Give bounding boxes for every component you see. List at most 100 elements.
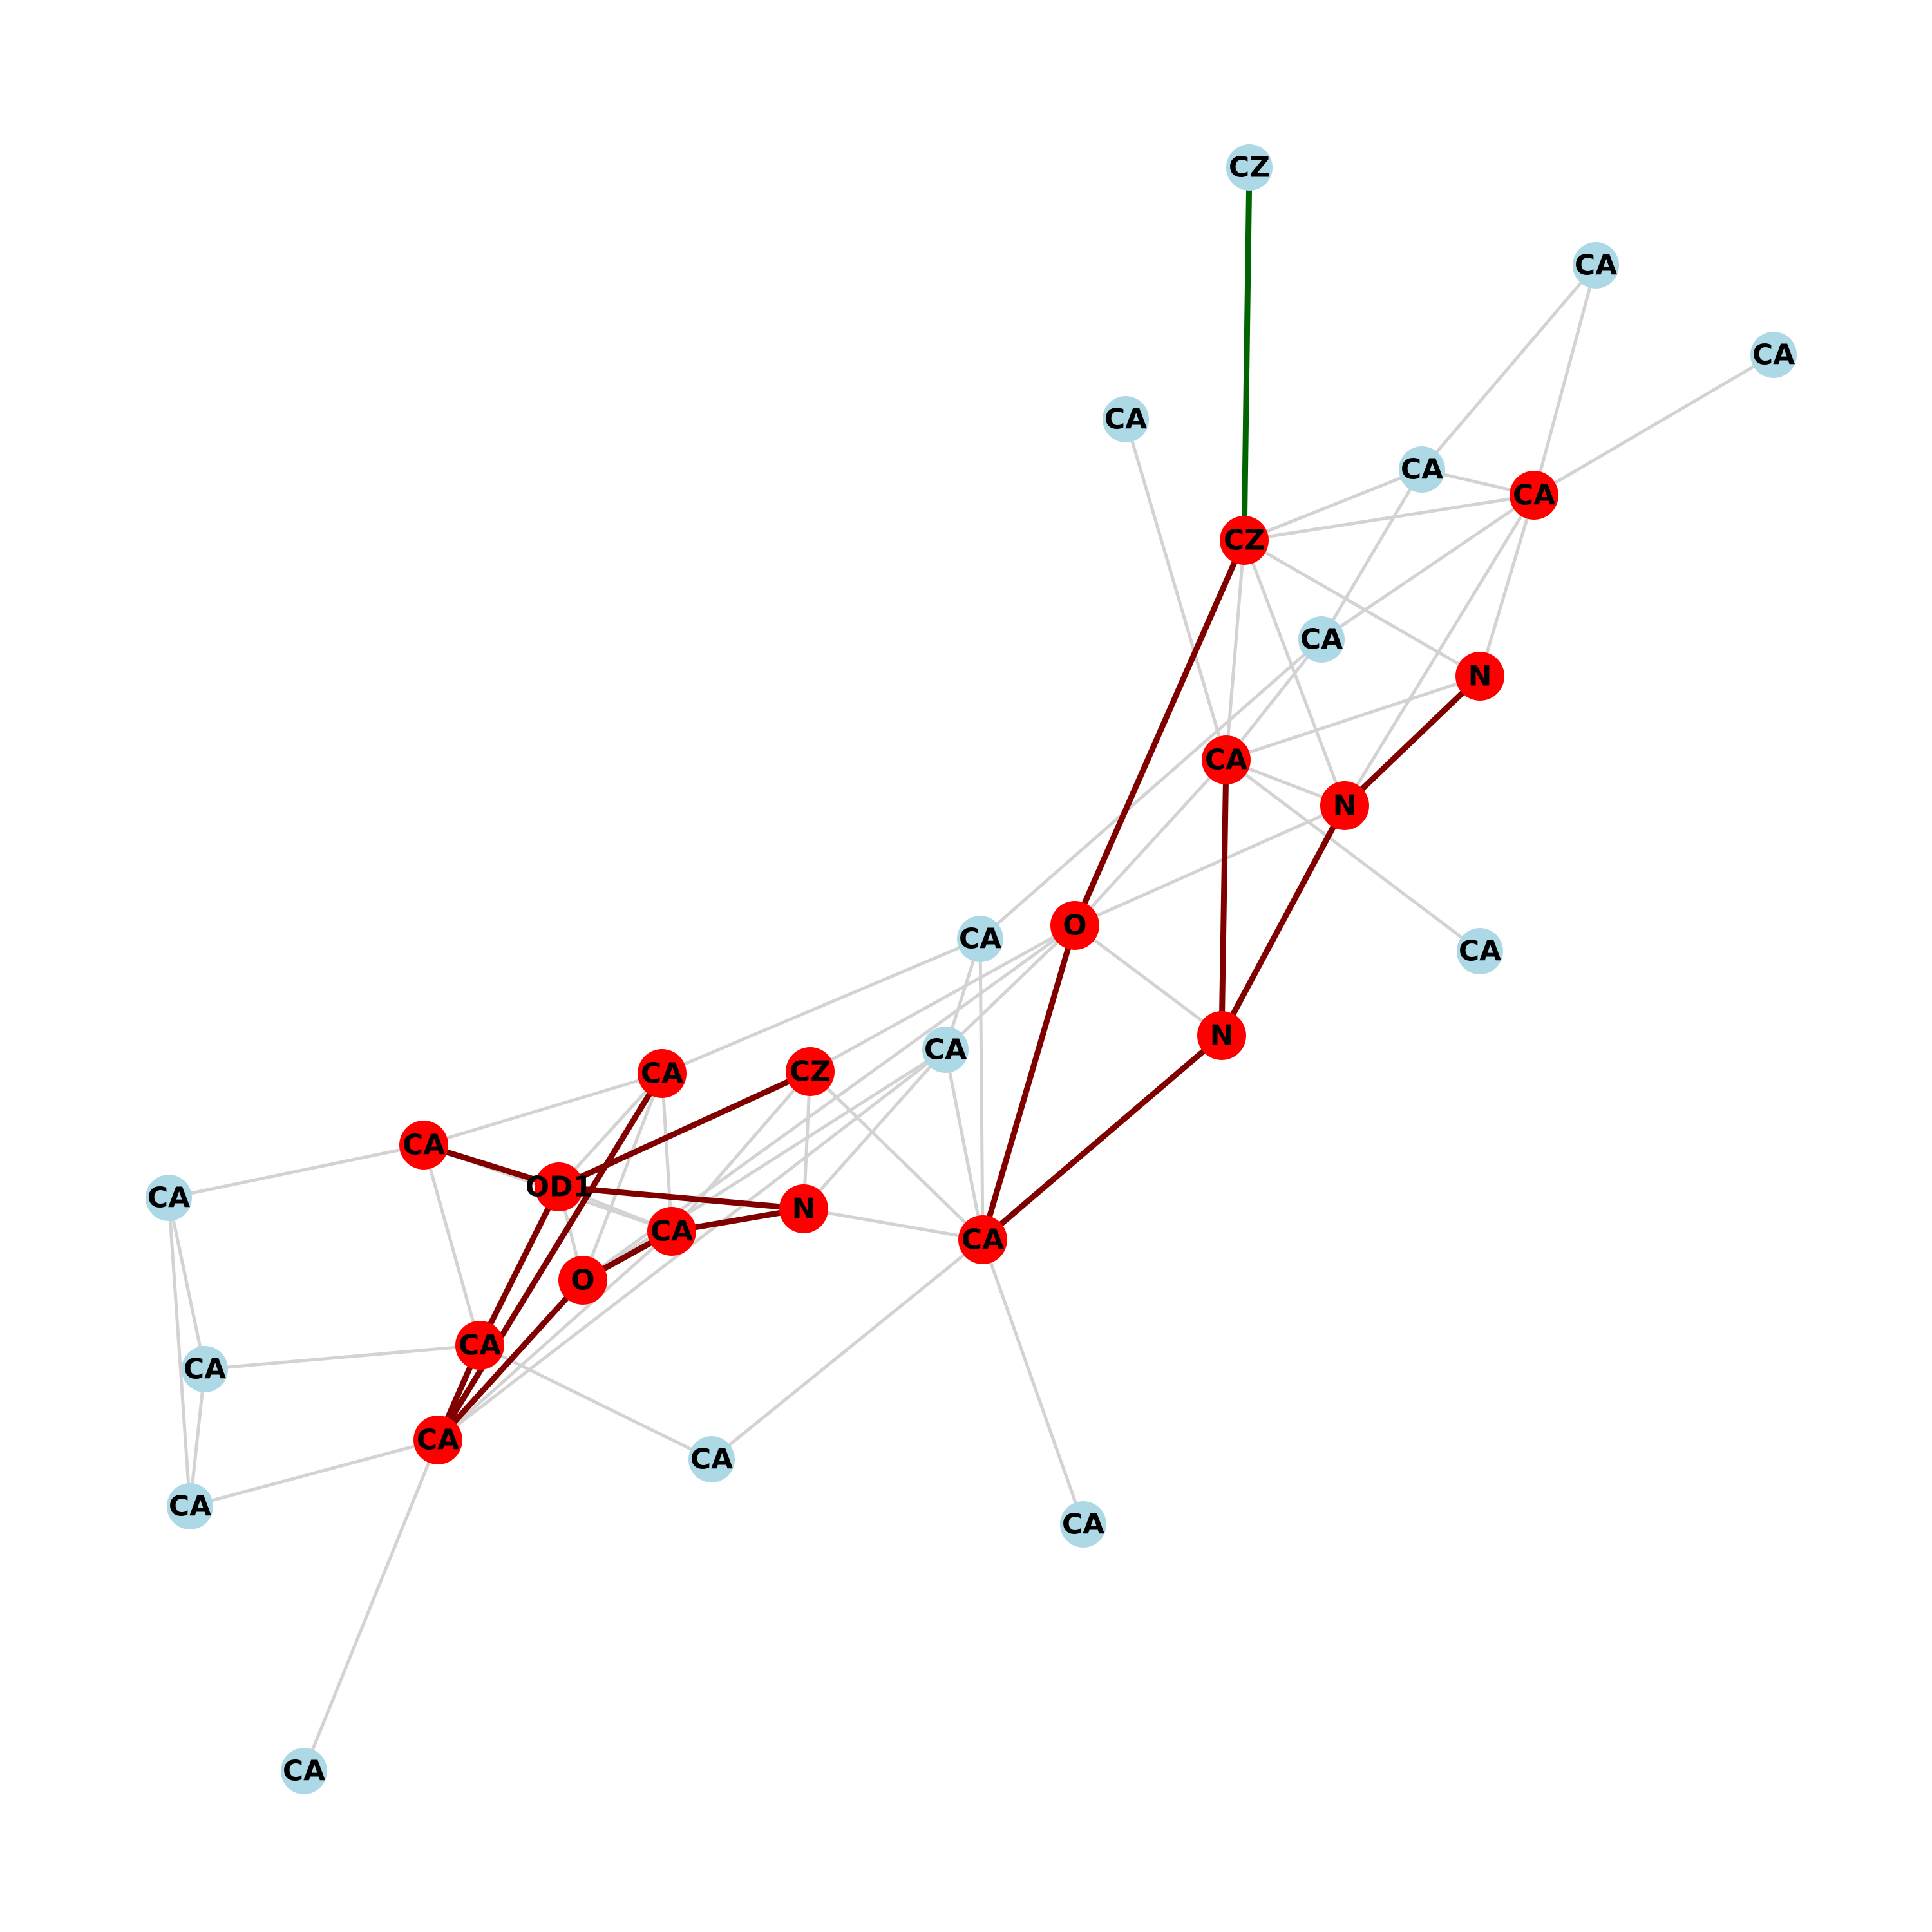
edge-highlight-n20-n21 (556, 1184, 807, 1212)
edge-default-n12-n15 (943, 923, 1077, 1052)
edge-default-n16-n18 (422, 1072, 664, 1147)
edge-default-n18-n19 (167, 1143, 426, 1200)
graph-node-n6: CZ (1220, 516, 1269, 565)
node-label: CA (1205, 744, 1247, 777)
node-circle (1226, 144, 1273, 191)
graph-node-n11: CA (1457, 928, 1503, 974)
node-circle (1457, 928, 1503, 974)
edge-default-n5-n6 (1242, 493, 1536, 542)
node-circle (638, 1049, 687, 1098)
edge-default-n5-n8 (1478, 493, 1536, 678)
node-circle (958, 1215, 1007, 1264)
edge-default-n16-n20 (557, 1072, 664, 1189)
graph-node-n14: N (1197, 1011, 1246, 1060)
edge-highlight-n8-n10 (1341, 673, 1483, 809)
graph-node-n7: CA (1298, 616, 1345, 663)
node-label: CA (1575, 249, 1617, 282)
node-circle (688, 1436, 735, 1482)
nodes-layer: CZ CA CA CA CA CA CZ CA N CA N CA O CA N CA CA CZ CA CA OD1 N… (146, 144, 1797, 1794)
edge-default-n19-n26 (167, 1196, 207, 1371)
node-label: CA (147, 1182, 190, 1215)
node-label: CA (641, 1057, 683, 1090)
graph-node-n13: CA (957, 916, 1003, 962)
node-label: CA (1401, 453, 1443, 486)
edge-default-n5-n10 (1343, 493, 1536, 808)
node-label: CA (402, 1129, 445, 1162)
edge-highlight-n17-n20 (556, 1068, 813, 1190)
node-label: CA (169, 1490, 211, 1523)
edge-highlight-n10-n14 (1218, 802, 1348, 1039)
node-label: CA (1513, 479, 1555, 512)
edge-default-n25-n26 (203, 1343, 482, 1371)
edge-default-n15-n22 (943, 1048, 985, 1242)
node-label: CA (1752, 339, 1795, 372)
graph-node-n22: CA (958, 1215, 1007, 1264)
graph-node-n20: OD1 (526, 1162, 593, 1211)
edge-default-n23-n27 (436, 1229, 674, 1442)
graph-node-n3: CA (1103, 396, 1149, 442)
node-label: CZ (1224, 524, 1265, 557)
graph-node-n9: CA (1202, 735, 1251, 784)
edge-highlight-n20-n25 (477, 1184, 562, 1349)
edge-default-n1-n5 (1532, 263, 1598, 497)
edge-default-n13-n22 (978, 937, 985, 1242)
edge-default-n3-n9 (1124, 417, 1228, 762)
node-label: CA (1300, 623, 1343, 656)
node-circle (1050, 901, 1099, 950)
edge-default-n4-n7 (1320, 468, 1424, 641)
node-label: OD1 (526, 1171, 593, 1204)
graph-node-n30: CA (1060, 1501, 1106, 1548)
node-label: CA (961, 1224, 1004, 1256)
node-label: CZ (790, 1056, 831, 1088)
edge-default-n12-n14 (1073, 923, 1224, 1037)
edge-default-n27-n28 (188, 1438, 440, 1508)
node-circle (1197, 1011, 1246, 1060)
edge-default-n7-n9 (1224, 638, 1323, 762)
edge-default-n8-n9 (1224, 674, 1482, 762)
node-label: CZ (1229, 151, 1270, 184)
edge-default-n21-n22 (802, 1207, 985, 1242)
node-circle (399, 1121, 448, 1170)
graph-node-n1: CA (1573, 242, 1619, 289)
edge-default-n4-n6 (1242, 468, 1424, 542)
node-label: N (1468, 660, 1492, 693)
graph-node-n12: O (1050, 901, 1099, 950)
node-circle (281, 1748, 327, 1794)
graph-node-n23: CA (647, 1207, 696, 1256)
edge-default-n5-n7 (1320, 493, 1536, 641)
graph-node-n5: CA (1510, 471, 1558, 520)
edge-default-n9-n11 (1224, 758, 1482, 953)
node-circle (786, 1047, 835, 1096)
node-circle (146, 1175, 192, 1221)
node-circle (455, 1321, 504, 1370)
node-circle (1399, 446, 1445, 493)
edge-highlight-n12-n22 (980, 922, 1078, 1243)
node-label: N (792, 1193, 816, 1226)
node-label: O (571, 1264, 594, 1297)
edge-default-n17-n22 (808, 1070, 985, 1242)
graph-node-n21: N (779, 1184, 828, 1233)
node-circle (1060, 1501, 1106, 1548)
edge-default-n27-n31 (302, 1438, 440, 1773)
graph-node-n28: CA (167, 1483, 213, 1530)
node-label: CA (1104, 403, 1147, 436)
edge-highlight-n9-n14 (1218, 757, 1229, 1039)
edge-default-n24-n16 (581, 1072, 664, 1282)
node-circle (957, 916, 1003, 962)
node-circle (167, 1483, 213, 1530)
edge-default-n6-n8 (1242, 538, 1482, 678)
edge-default-n1-n4 (1420, 263, 1598, 471)
node-circle (1455, 652, 1504, 701)
edge-default-n10-n12 (1073, 804, 1347, 927)
node-circle (558, 1256, 607, 1305)
node-label: CA (650, 1215, 693, 1248)
edge-default-n7-n13 (978, 638, 1323, 941)
edge-default-n2-n5 (1532, 353, 1776, 497)
edge-default-n9-n12 (1073, 758, 1228, 927)
graph-node-n0: CZ (1226, 144, 1273, 191)
node-circle (1510, 471, 1558, 520)
graph-node-n29: CA (688, 1436, 735, 1482)
node-circle (182, 1346, 228, 1392)
